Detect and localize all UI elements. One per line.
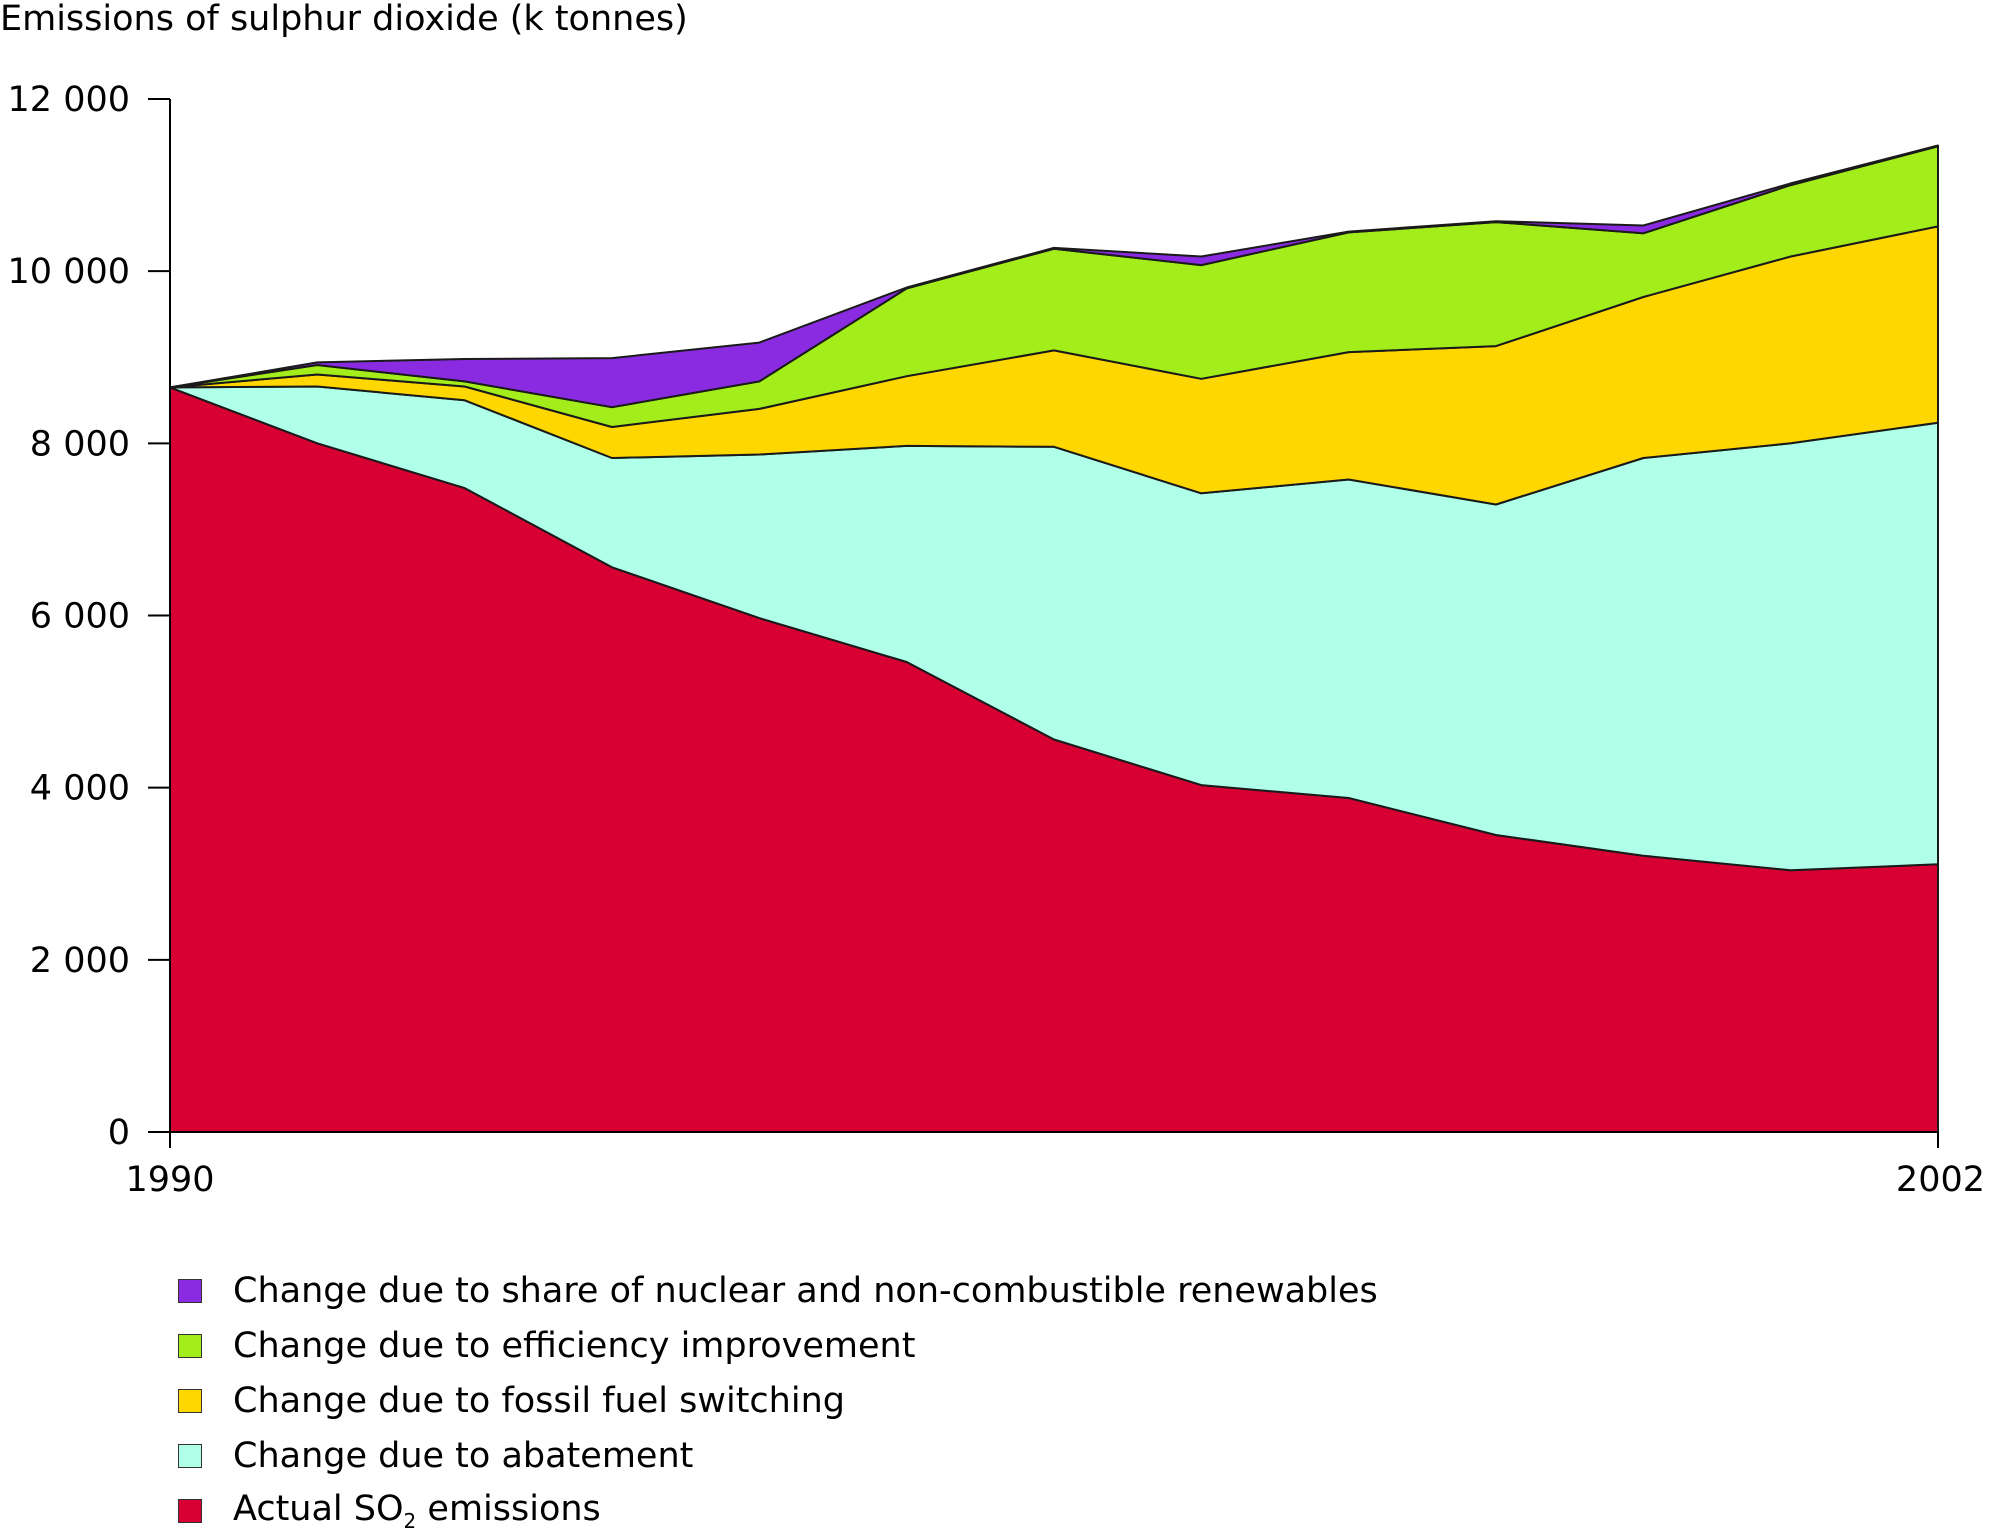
y-tick-label: 4 000 (30, 769, 130, 809)
legend-label-efficiency: Change due to efficiency improvement (233, 1325, 916, 1366)
legend-item-nuclear: Change due to share of nuclear and non-c… (178, 1263, 1378, 1318)
legend-swatch-fuel-switching (178, 1388, 202, 1413)
legend: Change due to share of nuclear and non-c… (178, 1263, 1378, 1538)
area-series-group (169, 144, 1939, 1133)
legend-item-actual-emissions: Actual SO2 emissions (178, 1483, 1378, 1538)
y-tick-label: 6 000 (30, 597, 130, 637)
area-nuclear (169, 144, 1939, 409)
y-axis-title: Emissions of sulphur dioxide (k tonnes) (0, 0, 688, 39)
legend-swatch-nuclear (178, 1278, 202, 1303)
legend-swatch-efficiency (178, 1333, 202, 1358)
y-tick-label: 12 000 (8, 80, 130, 120)
legend-label-fuel-switching: Change due to fossil fuel switching (233, 1380, 845, 1421)
y-tick-label: 2 000 (30, 941, 130, 981)
y-tick-label: 0 (108, 1113, 130, 1153)
y-tick-label: 10 000 (8, 252, 130, 292)
legend-label-actual-emissions: Actual SO2 emissions (233, 1488, 601, 1533)
legend-item-abatement: Change due to abatement (178, 1428, 1378, 1483)
legend-item-efficiency: Change due to efficiency improvement (178, 1318, 1378, 1373)
legend-item-fuel-switching: Change due to fossil fuel switching (178, 1373, 1378, 1428)
legend-label-abatement: Change due to abatement (233, 1435, 694, 1476)
axes-group: 0 2 000 4 000 6 000 8 000 10 000 12 000 1990 200… (8, 80, 1985, 1200)
x-tick-label: 2002 (1896, 1160, 1985, 1200)
x-tick-label: 1990 (125, 1160, 214, 1200)
y-tick-label: 8 000 (30, 424, 130, 464)
legend-swatch-abatement (178, 1443, 202, 1468)
legend-label-nuclear: Change due to share of nuclear and non-c… (233, 1270, 1378, 1311)
legend-swatch-actual-emissions (178, 1498, 202, 1523)
